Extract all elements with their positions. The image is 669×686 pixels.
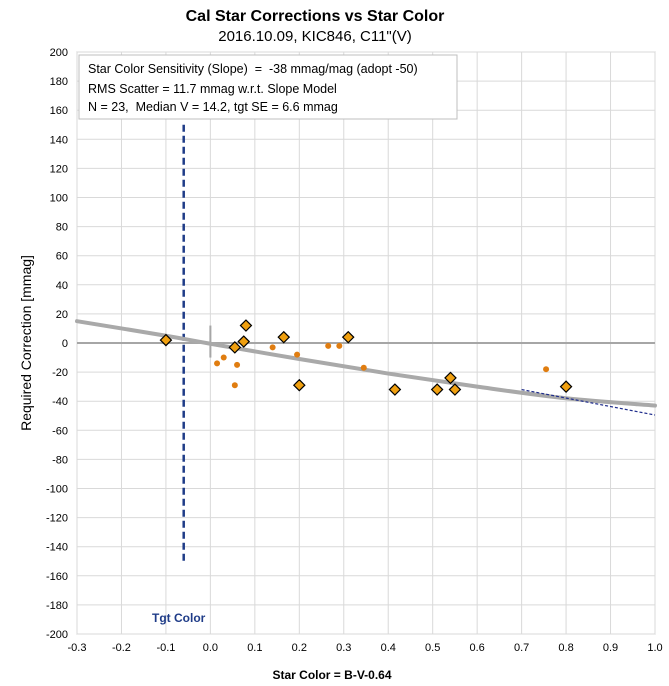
y-tick-label: 200: [50, 47, 68, 59]
dot-point: [231, 382, 238, 389]
chart-title: Cal Star Corrections vs Star Color: [186, 8, 445, 25]
y-tick-label: -100: [46, 484, 68, 496]
x-tick-label: 0.6: [470, 642, 485, 654]
x-tick-label: -0.3: [68, 642, 87, 654]
y-tick-label: -200: [46, 629, 68, 641]
dot-point: [234, 361, 241, 368]
y-tick-label: 60: [56, 251, 68, 263]
diamond-point: [292, 378, 306, 392]
y-tick-label: 80: [56, 222, 68, 234]
y-tick-label: 180: [50, 76, 68, 88]
annotation-box: Star Color Sensitivity (Slope) = -38 mma…: [78, 54, 458, 120]
annotation-line-3: N = 23, Median V = 14.2, tgt SE = 6.6 mm…: [88, 100, 338, 114]
y-tick-label: 0: [62, 338, 68, 350]
y-tick-label: -140: [46, 542, 68, 554]
diamond-point: [239, 319, 253, 332]
y-tick-label: 120: [50, 163, 68, 175]
x-tick-label: 0.3: [336, 642, 351, 654]
target-color-label: Tgt Color: [152, 611, 206, 625]
y-tick-label: -180: [46, 600, 68, 612]
x-tick-label: 0.5: [425, 642, 440, 654]
diamond-point: [388, 383, 402, 396]
diamond-point: [277, 330, 291, 344]
dot-point: [220, 354, 227, 361]
y-tick-label: 100: [50, 193, 68, 205]
y-axis-title: Required Correction [mmag]: [18, 255, 34, 431]
dot-point: [360, 364, 367, 371]
chart-subtitle: 2016.10.09, KIC846, C11"(V): [218, 28, 412, 45]
model-curve: [75, 319, 657, 408]
dot-point: [294, 351, 301, 358]
diamond-point: [341, 330, 355, 344]
diamond-point: [228, 341, 242, 354]
y-tick-label: 40: [56, 280, 68, 292]
y-tick-label: -160: [46, 571, 68, 583]
x-tick-label: 0.0: [203, 642, 218, 654]
y-tick-label: -80: [52, 454, 68, 466]
dot-point: [325, 342, 332, 349]
annotation-line-1: Star Color Sensitivity (Slope) = -38 mma…: [88, 62, 418, 76]
x-tick-label: 0.4: [381, 642, 396, 654]
y-tick-label: -40: [52, 396, 68, 408]
x-tick-label: 0.2: [292, 642, 307, 654]
x-tick-label: 0.7: [514, 642, 529, 654]
x-axis-title: Star Color = B-V-0.64: [272, 668, 391, 682]
x-tick-label: 0.1: [247, 642, 262, 654]
dot-point: [214, 360, 221, 367]
diamond-point: [444, 371, 457, 385]
dot-point: [543, 366, 550, 373]
x-tick-label: 1.0: [647, 642, 662, 654]
dot-point: [336, 342, 343, 349]
y-tick-label: 20: [56, 309, 68, 321]
x-tick-label: -0.2: [112, 642, 131, 654]
y-tick-label: -120: [46, 513, 68, 525]
diamond-point: [237, 335, 251, 348]
x-tick-label: -0.1: [156, 642, 175, 654]
y-tick-label: 160: [50, 105, 68, 117]
dot-point: [269, 344, 276, 351]
x-tick-label: 0.8: [558, 642, 573, 654]
slope-line: [521, 388, 656, 416]
x-tick-label: 0.9: [603, 642, 618, 654]
diamond-point: [430, 383, 444, 396]
y-tick-label: -20: [52, 367, 68, 379]
y-tick-label: -60: [52, 425, 68, 437]
diamond-point: [159, 333, 173, 347]
annotation-line-2: RMS Scatter = 11.7 mmag w.r.t. Slope Mod…: [88, 82, 337, 96]
diamond-point: [559, 380, 573, 393]
y-tick-label: 140: [50, 134, 68, 146]
diamond-point: [448, 383, 462, 396]
